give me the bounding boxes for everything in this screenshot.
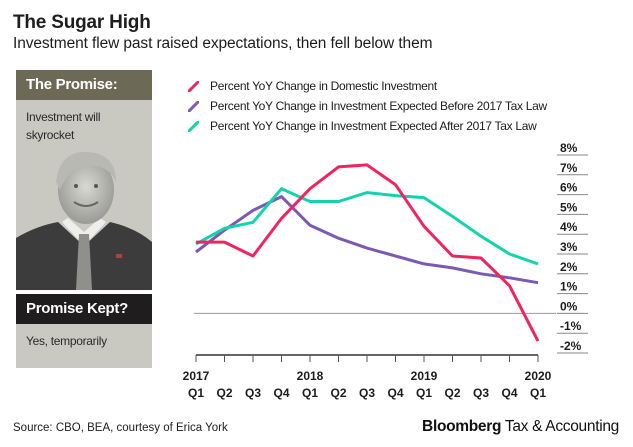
- x-tick-quarter-label: Q4: [501, 386, 517, 400]
- promise-kept-text: Yes, temporarily: [26, 334, 107, 348]
- y-tick-label: -2%: [560, 339, 582, 353]
- series-line-2: [195, 187, 539, 266]
- chart-subtitle: Investment flew past raised expectations…: [13, 35, 433, 52]
- legend-swatch-before: [188, 101, 199, 112]
- legend-swatch-after: [188, 121, 199, 132]
- y-tick-label: -1%: [560, 319, 582, 333]
- x-tick-quarter-label: Q3: [473, 386, 489, 400]
- brand-bold: Bloomberg: [422, 418, 502, 435]
- series-line-0: [196, 163, 540, 342]
- x-tick-year-label: 2020: [525, 369, 552, 383]
- x-tick-quarter-label: Q4: [387, 386, 403, 400]
- legend-label: Percent YoY Change in Domestic Investmen…: [210, 79, 437, 93]
- x-tick-quarter-label: Q3: [359, 386, 375, 400]
- y-tick-label: 2%: [560, 260, 578, 274]
- x-tick-year-label: 2018: [297, 369, 324, 383]
- x-tick-quarter-label: Q2: [330, 386, 346, 400]
- x-tick-quarter-label: Q1: [530, 386, 546, 400]
- promise-kept-heading: Promise Kept?: [16, 294, 152, 324]
- y-tick-label: 1%: [560, 280, 578, 294]
- x-tick-quarter-label: Q2: [444, 386, 460, 400]
- y-tick-label: 6%: [560, 181, 578, 195]
- chart-title: The Sugar High: [13, 12, 151, 33]
- source-note: Source: CBO, BEA, courtesy of Erica York: [13, 422, 228, 434]
- x-tick-quarter-label: Q1: [416, 386, 432, 400]
- x-tick-quarter-label: Q4: [273, 386, 289, 400]
- series-line-1: [195, 195, 539, 285]
- x-tick-quarter-label: Q3: [245, 386, 261, 400]
- y-tick-label: 7%: [560, 161, 578, 175]
- legend-swatch-domestic: [188, 81, 199, 92]
- x-tick-quarter-label: Q1: [188, 386, 204, 400]
- promise-panel: The Promise: Investment will skyrocket: [16, 70, 152, 290]
- y-tick-label: 0%: [560, 299, 578, 313]
- promise-text: Investment will skyrocket: [26, 110, 101, 142]
- y-tick-label: 4%: [560, 220, 578, 234]
- portrait-photo-icon: [16, 151, 152, 290]
- legend-label: Percent YoY Change in Investment Expecte…: [210, 99, 547, 113]
- x-tick-year-label: 2017: [183, 369, 210, 383]
- y-tick-label: 3%: [560, 240, 578, 254]
- legend-label: Percent YoY Change in Investment Expecte…: [210, 119, 537, 133]
- promise-kept-panel: Promise Kept? Yes, temporarily: [16, 294, 152, 368]
- x-tick-quarter-label: Q2: [216, 386, 232, 400]
- y-tick-label: 5%: [560, 200, 578, 214]
- y-tick-label: 8%: [560, 141, 578, 155]
- brand-rest: Tax & Accounting: [501, 418, 619, 435]
- x-tick-quarter-label: Q1: [302, 386, 318, 400]
- promise-heading: The Promise:: [16, 70, 152, 100]
- x-tick-year-label: 2019: [411, 369, 438, 383]
- brand-logo: Bloomberg Tax & Accounting: [422, 418, 619, 436]
